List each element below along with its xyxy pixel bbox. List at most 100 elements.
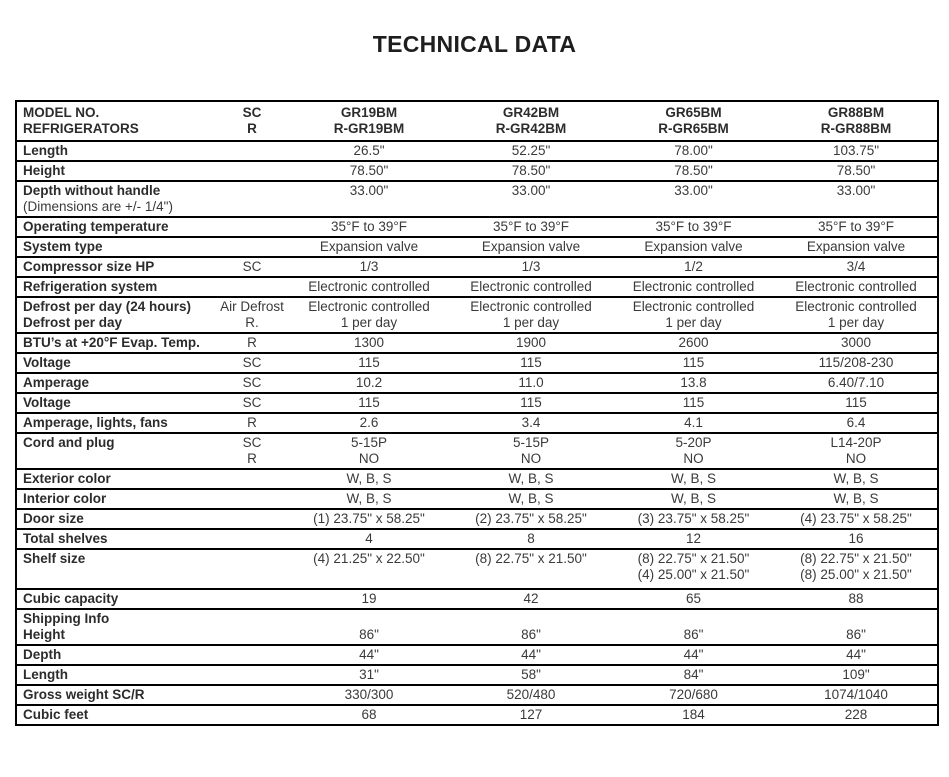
cell-sc-r [216, 685, 288, 705]
cell-sc-r: SC [242, 259, 262, 274]
cell-value: Electronic controlled [795, 279, 917, 294]
model-sub: R-GR42BM [495, 121, 567, 136]
cell-value: W, B, S [508, 471, 554, 486]
cell-value: 44" [359, 647, 379, 662]
cell-value: 52.25" [511, 143, 551, 158]
cell-value: 86" [846, 627, 866, 642]
table-row: Interior color W, B, S W, B, S W, B, S W, B… [16, 489, 938, 509]
cell-sc-r [216, 609, 288, 645]
cell-value: 720/680 [669, 687, 718, 702]
cell-value: Electronic controlled [308, 279, 430, 294]
cell-value: 35°F to 39°F [492, 219, 570, 234]
cell-value: 3/4 [846, 259, 866, 274]
cell-value: 2600 [678, 335, 709, 350]
cell-sc-r: Air Defrost R. [220, 299, 284, 330]
cell-value: 42 [523, 591, 539, 606]
table-row: Shelf size (4) 21.25" x 22.50" (8) 22.75"… [16, 549, 938, 589]
header-model-gr42bm: GR42BM R-GR42BM [450, 101, 612, 141]
table-row: Cubic feet 68 127 184 228 [16, 705, 938, 725]
table-row: Voltage SC 115 115 115 115 [16, 393, 938, 413]
table-row: Refrigeration system Electronic controll… [16, 277, 938, 297]
cell-value: 115 [520, 395, 542, 410]
row-label: Length [23, 143, 68, 158]
cell-value: 33.00" [674, 183, 713, 198]
cell-sc-r: SC R [242, 435, 262, 466]
cell-sc-r [216, 161, 288, 181]
cell-value: 78.50" [349, 163, 389, 178]
cell-value: Electronic controlled [632, 279, 755, 294]
cell-sc-r [216, 469, 288, 489]
cell-value: 65 [685, 591, 702, 606]
cell-value: 31" [359, 667, 379, 682]
cell-value: 103.75" [832, 143, 880, 158]
cell-value: (4) 21.25" x 22.50" [313, 551, 425, 566]
row-label: Interior color [23, 491, 107, 506]
header-model-no-line1: MODEL NO. [23, 105, 100, 120]
cell-value: Electronic controlled 1 per day [632, 299, 755, 330]
model-sub: R-GR19BM [333, 121, 405, 136]
header-model-gr19bm: GR19BM R-GR19BM [288, 101, 450, 141]
cell-value: 3000 [840, 335, 872, 350]
cell-value: 4.1 [684, 415, 703, 430]
cell-value: 35°F to 39°F [817, 219, 895, 234]
cell-value: 86" [683, 627, 704, 642]
row-label: Total shelves [23, 531, 108, 546]
header-model-gr65bm: GR65BM R-GR65BM [612, 101, 775, 141]
model-name: GR19BM [340, 105, 398, 120]
cell-value: Electronic controlled 1 per day [308, 299, 430, 330]
cell-value: 127 [519, 707, 543, 722]
cell-value: 84" [683, 667, 704, 682]
cell-value: 4 [365, 531, 373, 546]
row-label: Amperage [23, 375, 90, 390]
cell-value: 115/208-230 [818, 355, 894, 370]
table-row: Gross weight SC/R 330/300 520/480 720/680 1… [16, 685, 938, 705]
cell-value: 115 [682, 395, 705, 410]
cell-value: W, B, S [508, 491, 554, 506]
table-row: Total shelves 4 8 12 16 [16, 529, 938, 549]
cell-value: 115 [845, 395, 867, 410]
cell-value: (2) 23.75" x 58.25" [475, 511, 587, 526]
cell-value: 78.50" [674, 163, 713, 178]
cell-sc-r: R [247, 335, 257, 350]
cell-value: 115 [358, 355, 380, 370]
row-label: Voltage [23, 355, 71, 370]
table-row: Depth without handle (Dimensions are +/- … [16, 181, 938, 217]
model-name: GR65BM [665, 105, 722, 120]
cell-sc-r [216, 589, 288, 609]
cell-value: 10.2 [355, 375, 383, 390]
cell-value: 13.8 [680, 375, 707, 390]
cell-value: W, B, S [346, 471, 392, 486]
cell-value: 35°F to 39°F [655, 219, 732, 234]
header-model-gr88bm: GR88BM R-GR88BM [775, 101, 938, 141]
model-name: GR42BM [502, 105, 560, 120]
cell-value: W, B, S [670, 491, 716, 506]
row-label: Amperage, lights, fans [23, 415, 168, 430]
cell-value: 115 [358, 395, 380, 410]
cell-value: 88 [848, 591, 864, 606]
cell-value: 6.40/7.10 [827, 375, 885, 390]
cell-value: 78.50" [836, 163, 876, 178]
table-row: Door size (1) 23.75" x 58.25" (2) 23.75" … [16, 509, 938, 529]
cell-sc-r: SC [242, 355, 262, 370]
cell-value: 6.4 [846, 415, 866, 430]
cell-value: 33.00" [836, 183, 876, 198]
cell-value: 5-15P NO [512, 435, 550, 466]
cell-value: 35°F to 39°F [330, 219, 408, 234]
cell-value: (3) 23.75" x 58.25" [637, 511, 750, 526]
cell-value: 184 [682, 707, 705, 722]
cell-value: Electronic controlled [470, 279, 592, 294]
cell-value: 1074/1040 [824, 687, 888, 702]
row-label: Door size [23, 511, 84, 526]
cell-sc-r: SC [242, 395, 262, 410]
cell-value: 109" [842, 667, 870, 682]
cell-value: (1) 23.75" x 58.25" [313, 511, 425, 526]
model-sub: R-GR65BM [658, 121, 729, 136]
cell-value: 520/480 [506, 687, 556, 702]
cell-sc-r [216, 509, 288, 529]
cell-value: 12 [685, 531, 702, 546]
cell-value: 5-15P NO [350, 435, 388, 466]
table-row: Amperage, lights, fans R 2.6 3.4 4.1 6.4 [16, 413, 938, 433]
model-sub: R-GR88BM [820, 121, 892, 136]
cell-value: 115 [682, 355, 705, 370]
cell-value: W, B, S [833, 471, 879, 486]
